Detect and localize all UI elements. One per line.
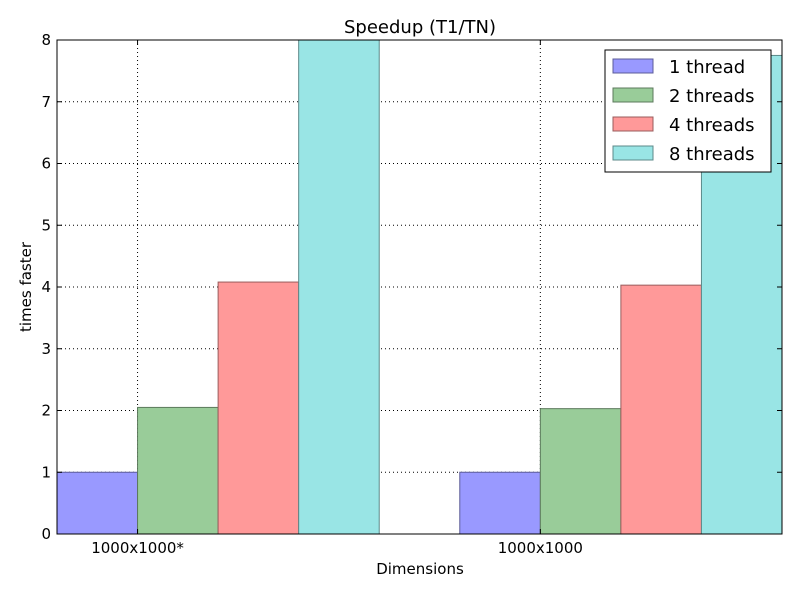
- y-tick-label: 2: [41, 402, 51, 420]
- y-tick-label: 8: [41, 31, 51, 49]
- x-axis-label: Dimensions: [376, 560, 464, 578]
- y-axis-label: times faster: [17, 241, 35, 332]
- bar: [137, 406, 219, 535]
- bar: [459, 471, 541, 535]
- y-tick-label: 3: [41, 340, 51, 358]
- y-tick-label: 5: [41, 216, 51, 234]
- legend-label: 8 threads: [669, 144, 755, 165]
- x-tick-label: 1000x1000*: [91, 539, 184, 557]
- chart-title: Speedup (T1/TN): [344, 17, 496, 38]
- legend-swatch: [612, 87, 654, 103]
- legend-swatch: [612, 145, 654, 161]
- x-tick-label: 1000x1000: [498, 539, 583, 557]
- legend-swatch: [612, 58, 654, 74]
- bars: [56, 39, 783, 535]
- legend-label: 4 threads: [669, 115, 755, 136]
- bar: [56, 471, 139, 535]
- plot-area: [56, 39, 783, 535]
- axis-ticks: [57, 39, 782, 535]
- legend: 1 thread 2 threads 4 threads 8 threads: [604, 49, 772, 173]
- legend-label: 1 thread: [669, 57, 745, 78]
- y-tick-label: 4: [41, 278, 51, 296]
- bar: [298, 39, 380, 535]
- legend-swatch: [612, 116, 654, 132]
- y-tick-label: 7: [41, 93, 51, 111]
- y-tick-label: 0: [41, 525, 51, 543]
- bar: [217, 281, 300, 535]
- bar: [620, 284, 702, 535]
- bar: [539, 408, 622, 535]
- y-tick-label: 1: [41, 463, 51, 481]
- y-tick-label: 6: [41, 155, 51, 173]
- legend-label: 2 threads: [669, 86, 755, 107]
